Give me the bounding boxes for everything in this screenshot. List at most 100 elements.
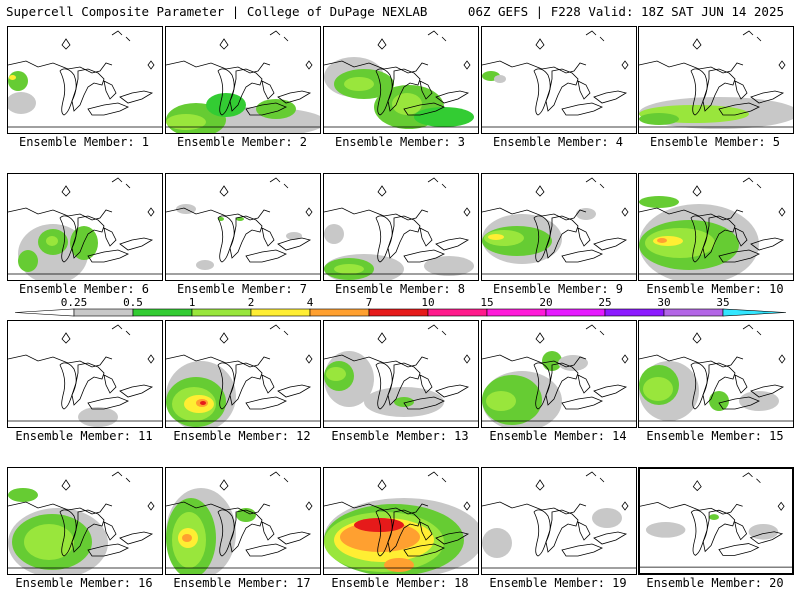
great-lakes-outline (8, 354, 113, 368)
great-lakes-outline (229, 215, 263, 259)
great-lakes-outline (61, 479, 71, 491)
scp-contour-fill (639, 113, 679, 125)
great-lakes-outline (621, 354, 629, 364)
map-canvas (8, 324, 162, 427)
great-lakes-outline (692, 38, 702, 50)
great-lakes-outline (245, 543, 287, 557)
great-lakes-outline (71, 509, 105, 553)
great-lakes-outline (690, 215, 708, 263)
great-lakes-outline (166, 207, 271, 221)
member-map-11[interactable] (7, 320, 163, 428)
member-map-5[interactable] (638, 26, 794, 134)
member-label-1: Ensemble Member: 1 (18, 135, 150, 149)
member-map-15[interactable] (638, 320, 794, 428)
great-lakes-outline (245, 249, 287, 263)
scp-contour-fill (486, 391, 516, 411)
great-lakes-outline (482, 501, 587, 515)
great-lakes-outline (217, 68, 235, 116)
great-lakes-outline (59, 362, 77, 410)
great-lakes-outline (702, 509, 736, 553)
great-lakes-outline (219, 38, 229, 50)
great-lakes-outline (147, 60, 155, 70)
map-canvas (482, 324, 636, 427)
map-canvas (166, 30, 320, 133)
great-lakes-outline (375, 68, 393, 116)
scp-contour-fill (8, 92, 36, 114)
great-lakes-outline (533, 68, 551, 116)
great-lakes-outline (427, 30, 447, 42)
member-map-4[interactable] (481, 26, 637, 134)
great-lakes-outline (87, 102, 129, 116)
colorbar-swatch (486, 308, 547, 317)
member-map-9[interactable] (481, 173, 637, 281)
member-label-7: Ensemble Member: 7 (176, 282, 308, 296)
great-lakes-outline (593, 384, 628, 398)
colorbar-tick-label: 7 (366, 296, 373, 309)
great-lakes-outline (718, 102, 760, 116)
great-lakes-outline (269, 30, 289, 42)
great-lakes-outline (103, 227, 117, 247)
member-map-12[interactable] (165, 320, 321, 428)
great-lakes-outline (577, 80, 591, 100)
map-canvas (8, 177, 162, 280)
great-lakes-outline (742, 324, 762, 336)
member-map-10[interactable] (638, 173, 794, 281)
colorbar-over-arrow (722, 308, 787, 317)
great-lakes-outline (377, 479, 387, 491)
member-map-19[interactable] (481, 467, 637, 575)
member-map-2[interactable] (165, 26, 321, 134)
great-lakes-outline (59, 509, 77, 557)
member-map-8[interactable] (323, 173, 479, 281)
great-lakes-outline (219, 332, 229, 344)
great-lakes-outline (403, 396, 445, 410)
scp-contour-fill (286, 232, 302, 240)
great-lakes-outline (750, 90, 785, 104)
member-map-7[interactable] (165, 173, 321, 281)
colorbar: 0.25 0.5 1 2 4 7 10 15 20 25 30 35 (14, 296, 787, 317)
great-lakes-outline (103, 374, 117, 394)
scp-contour-fill (392, 93, 422, 115)
member-label-11: Ensemble Member: 11 (15, 429, 153, 443)
scp-contour-fill (326, 367, 346, 381)
great-lakes-outline (324, 354, 429, 368)
great-lakes-outline (593, 90, 628, 104)
member-map-1[interactable] (7, 26, 163, 134)
great-lakes-outline (377, 332, 387, 344)
great-lakes-outline (103, 521, 117, 541)
member-map-17[interactable] (165, 467, 321, 575)
colorbar-tick-label: 35 (716, 296, 729, 309)
great-lakes-outline (621, 207, 629, 217)
great-lakes-outline (593, 531, 628, 545)
great-lakes-outline (718, 543, 760, 556)
member-map-20[interactable] (638, 467, 794, 575)
great-lakes-outline (166, 354, 271, 368)
great-lakes-outline (261, 80, 275, 100)
colorbar-swatch (191, 308, 252, 317)
map-canvas (482, 177, 636, 275)
colorbar-under-arrow (14, 308, 75, 317)
member-map-18[interactable] (323, 467, 479, 575)
great-lakes-outline (119, 90, 154, 104)
great-lakes-outline (269, 324, 289, 336)
member-map-16[interactable] (7, 467, 163, 575)
great-lakes-outline (435, 384, 470, 398)
member-map-13[interactable] (323, 320, 479, 428)
scp-contour-fill (639, 196, 679, 208)
member-map-14[interactable] (481, 320, 637, 428)
great-lakes-outline (427, 324, 447, 336)
great-lakes-outline (690, 362, 708, 410)
colorbar-swatch (545, 308, 606, 317)
scp-contour-fill (709, 514, 719, 521)
scp-contour-fill (78, 407, 118, 427)
great-lakes-outline (387, 68, 421, 112)
member-map-3[interactable] (323, 26, 479, 134)
member-label-2: Ensemble Member: 2 (176, 135, 308, 149)
great-lakes-outline (71, 68, 105, 112)
scp-contour-fill (643, 377, 673, 401)
member-map-6[interactable] (7, 173, 163, 281)
great-lakes-outline (577, 227, 591, 247)
great-lakes-outline (305, 354, 313, 364)
colorbar-tick-label: 1 (189, 296, 196, 309)
great-lakes-outline (261, 374, 275, 394)
great-lakes-outline (229, 362, 263, 406)
